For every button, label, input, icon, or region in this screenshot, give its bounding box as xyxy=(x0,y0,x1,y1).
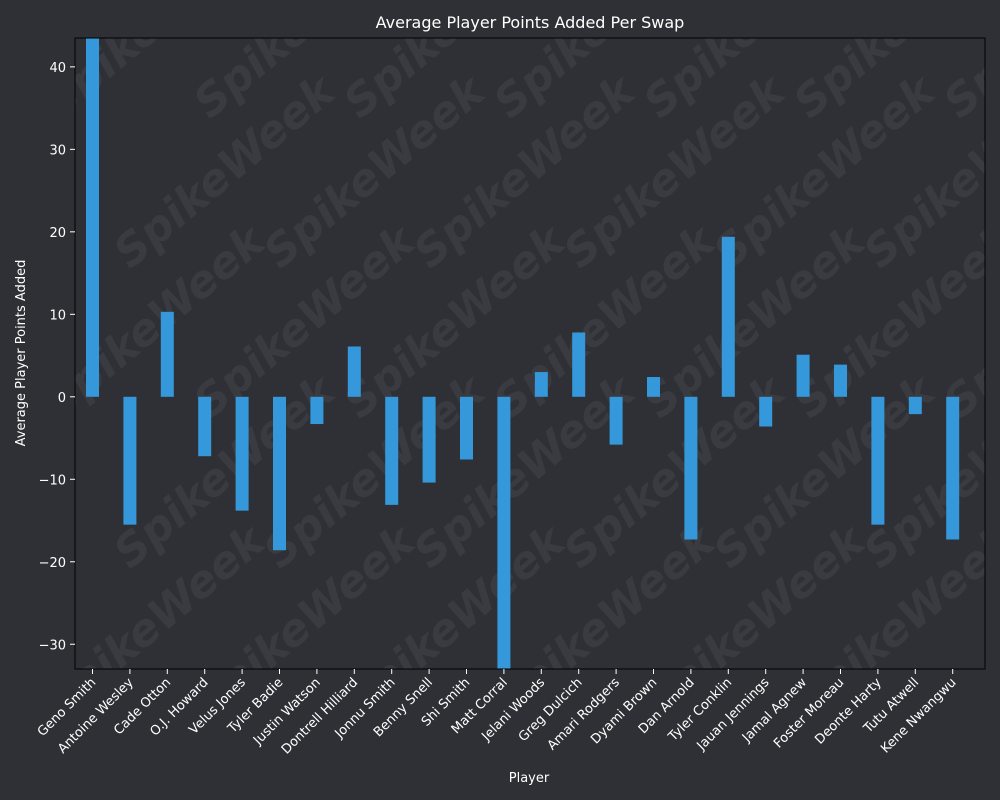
bar xyxy=(273,396,286,551)
x-tick-label: Jamal Agnew xyxy=(739,675,810,746)
bar xyxy=(684,396,698,540)
bar xyxy=(422,396,436,483)
y-tick-label: −20 xyxy=(39,556,66,571)
bar xyxy=(572,332,586,397)
y-tick-label: −10 xyxy=(39,473,66,488)
bar xyxy=(908,396,922,415)
bar xyxy=(647,377,660,397)
bar xyxy=(946,396,960,540)
y-tick-label: 10 xyxy=(49,308,66,323)
bar xyxy=(460,396,473,460)
chart-title: Average Player Points Added Per Swap xyxy=(376,13,685,32)
bar xyxy=(385,396,399,505)
y-tick-label: 20 xyxy=(49,226,66,241)
y-tick-label: 0 xyxy=(58,391,66,406)
bar xyxy=(497,396,511,669)
bar xyxy=(123,396,137,525)
y-axis-label: Average Player Points Added xyxy=(14,260,29,447)
x-tick-label: Deonte Harty xyxy=(812,675,885,748)
bar xyxy=(834,364,847,397)
y-tick-label: −30 xyxy=(39,638,66,653)
bars xyxy=(86,38,960,669)
bar xyxy=(759,396,773,427)
y-tick-label: 40 xyxy=(49,61,66,76)
bar xyxy=(198,396,212,457)
x-axis-label: Player xyxy=(509,771,550,786)
y-tick-label: 30 xyxy=(49,143,66,158)
bar xyxy=(796,354,810,397)
plot-frame xyxy=(74,37,986,670)
bar xyxy=(534,372,548,397)
bar xyxy=(871,396,885,525)
bar xyxy=(347,346,361,397)
bar xyxy=(160,311,174,397)
y-axis: −30 −20 −10 0 10 20 30 40 xyxy=(39,61,75,653)
bar xyxy=(721,236,735,397)
bar xyxy=(310,396,324,425)
bar xyxy=(235,396,249,511)
watermark: SpikeWeekSpikeWeekSpikeWeekSpikeWeekSpik… xyxy=(75,0,1000,669)
bar xyxy=(86,38,99,397)
watermark-logo: SpikeWeek xyxy=(934,0,1000,128)
bar xyxy=(609,396,623,445)
x-tick-label: Dyami Brown xyxy=(588,675,660,747)
